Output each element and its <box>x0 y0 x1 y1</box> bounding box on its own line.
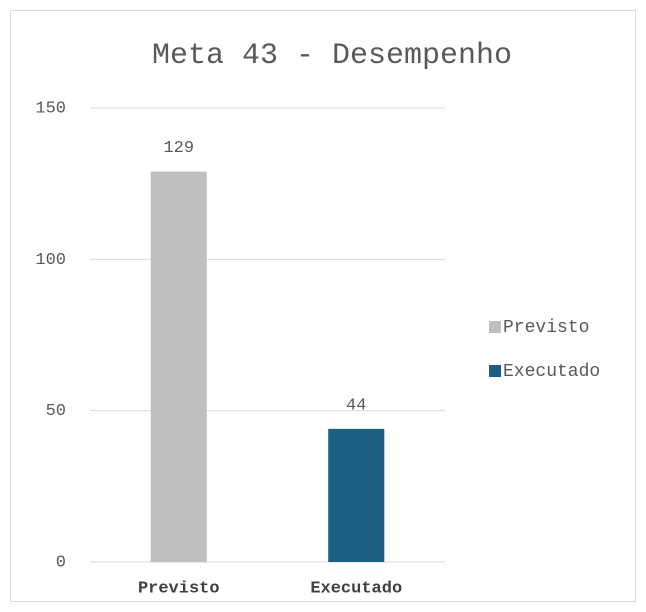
bar <box>150 171 207 562</box>
y-tick-label: 100 <box>35 251 66 270</box>
y-tick-label: 50 <box>46 402 66 421</box>
chart-title: Meta 43 - Desempenho <box>152 39 512 73</box>
legend-swatch <box>489 365 501 377</box>
y-tick-label: 150 <box>35 99 66 118</box>
data-label: 129 <box>163 139 194 158</box>
legend-swatch <box>489 321 501 333</box>
x-tick-label: Previsto <box>138 579 220 598</box>
legend-label: Previsto <box>503 318 589 338</box>
x-tick-label: Executado <box>310 579 402 598</box>
bar <box>328 428 385 562</box>
legend-label: Executado <box>503 362 600 382</box>
data-label: 44 <box>346 396 366 415</box>
y-tick-label: 0 <box>56 553 66 572</box>
chart-border <box>10 10 636 602</box>
